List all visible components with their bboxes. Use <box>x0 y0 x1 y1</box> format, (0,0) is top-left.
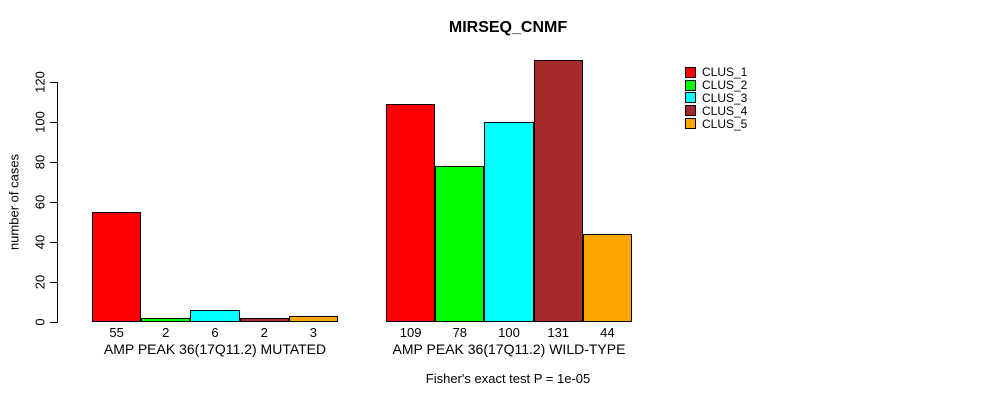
bar <box>92 212 142 322</box>
legend-item-label: CLUS_5 <box>702 116 748 131</box>
y-tick-label: 120 <box>32 71 48 93</box>
y-tick-mark <box>50 122 57 123</box>
y-tick-label: 80 <box>32 154 48 170</box>
legend-item-label: CLUS_2 <box>702 78 748 93</box>
legend-item: CLUS_4 <box>685 104 747 117</box>
bar <box>484 122 534 322</box>
bar-value-label: 131 <box>547 325 570 340</box>
bar <box>190 310 240 322</box>
legend-item-label: CLUS_3 <box>702 90 748 105</box>
legend-item: CLUS_1 <box>685 66 747 79</box>
y-tick-mark <box>50 282 57 283</box>
y-axis-line <box>57 82 58 323</box>
bar <box>141 318 191 322</box>
legend: CLUS_1 CLUS_2 CLUS_3 CLUS_4 CLUS_5 <box>685 66 747 130</box>
legend-swatch <box>685 66 696 78</box>
y-tick-label: 20 <box>32 274 48 290</box>
y-tick-label: 60 <box>32 194 48 210</box>
y-tick-mark <box>50 242 57 243</box>
legend-item: CLUS_5 <box>685 117 747 130</box>
bar <box>582 234 632 322</box>
bar <box>288 316 338 322</box>
bar-value-label: 6 <box>211 325 219 340</box>
legend-item: CLUS_2 <box>685 79 747 92</box>
y-tick-label: 40 <box>32 234 48 250</box>
y-tick-mark <box>50 322 57 323</box>
group-axis-label: AMP PEAK 36(17Q11.2) MUTATED <box>103 341 327 357</box>
chart-title: MIRSEQ_CNMF <box>448 19 568 36</box>
legend-item-label: CLUS_4 <box>702 103 748 118</box>
bar-value-label: 2 <box>260 325 268 340</box>
bar <box>386 104 436 322</box>
y-tick-label: 100 <box>32 111 48 133</box>
y-tick-label: 0 <box>32 318 48 326</box>
bar-value-label: 2 <box>162 325 170 340</box>
legend-item-label: CLUS_1 <box>702 65 748 80</box>
y-tick-mark <box>50 162 57 163</box>
bar-value-label: 109 <box>399 325 422 340</box>
footnote: Fisher's exact test P = 1e-05 <box>425 371 591 386</box>
y-tick-mark <box>50 82 57 83</box>
bar <box>435 166 485 322</box>
legend-swatch <box>685 79 696 91</box>
bar-value-label: 78 <box>452 325 468 340</box>
bar-value-label: 3 <box>309 325 318 340</box>
bar-value-label: 100 <box>498 325 520 340</box>
legend-swatch <box>685 105 696 117</box>
y-axis-label: number of cases <box>6 153 22 251</box>
bar <box>239 318 289 322</box>
legend-swatch <box>685 118 696 130</box>
legend-swatch <box>685 92 696 104</box>
bar-value-label: 55 <box>109 325 124 340</box>
bar-value-label: 44 <box>600 325 615 340</box>
bar <box>533 60 583 322</box>
group-axis-label: AMP PEAK 36(17Q11.2) WILD-TYPE <box>392 341 626 357</box>
legend-item: CLUS_3 <box>685 92 747 105</box>
y-tick-mark <box>50 202 57 203</box>
